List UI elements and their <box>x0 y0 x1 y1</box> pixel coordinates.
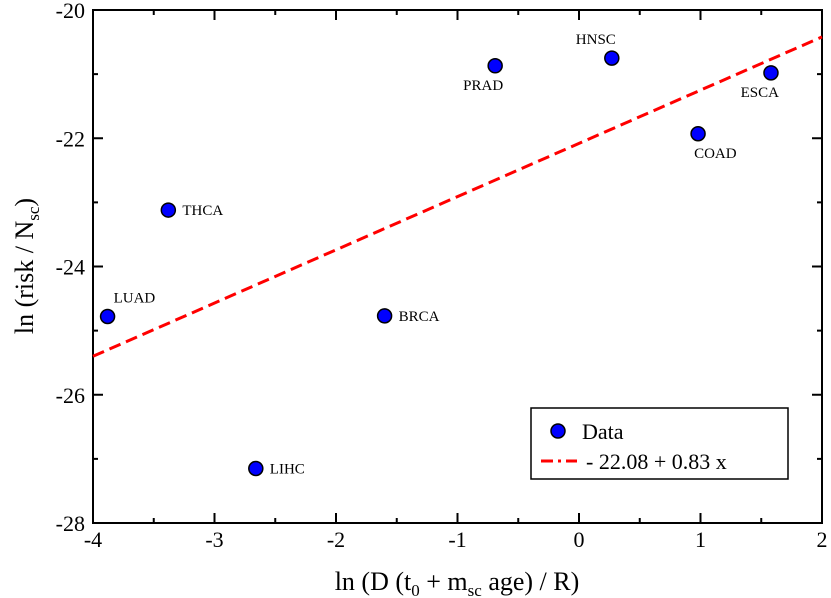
data-point-luad <box>99 308 116 325</box>
data-point-esca <box>763 65 779 81</box>
x-title-sub-2: sc <box>468 581 483 598</box>
x-tick-label: -4 <box>84 527 102 552</box>
x-tick-label: 0 <box>574 527 585 552</box>
data-point-coad <box>690 126 706 142</box>
point-label-prad: PRAD <box>463 78 503 94</box>
fit-line-group <box>92 35 823 358</box>
data-points: LUAD THCA LIHC BRCA PRAD HNSC COAD ESCA <box>99 32 780 477</box>
x-tick-label: -1 <box>448 527 466 552</box>
point-label-luad: LUAD <box>114 291 156 307</box>
y-title-part-1: ln (risk / N <box>10 221 39 335</box>
y-tick-label: -22 <box>56 126 85 151</box>
x-title-sub-1: 0 <box>411 581 420 598</box>
data-point-prad <box>487 58 503 74</box>
legend-box <box>530 407 789 480</box>
point-label-esca: ESCA <box>741 85 780 101</box>
x-tick-label: -2 <box>327 527 345 552</box>
x-title-part-3: age) / R) <box>482 567 579 596</box>
x-tick-label: -3 <box>205 527 223 552</box>
y-tick-label: -20 <box>56 0 85 23</box>
legend: Data - 22.08 + 0.83 x <box>530 407 789 480</box>
legend-data-marker <box>550 423 566 439</box>
x-tick-label: 1 <box>695 527 706 552</box>
y-tick-label: -28 <box>56 511 85 536</box>
axis-ticks: -4 -3 -2 -1 0 1 2 -28 -26 -24 -22 -20 <box>56 0 828 552</box>
y-tick-label: -26 <box>56 383 85 408</box>
point-label-lihc: LIHC <box>270 461 305 477</box>
data-point-brca <box>376 308 393 324</box>
x-axis-title: ln (D (t0 + msc age) / R) <box>335 567 580 598</box>
fit-line <box>92 35 823 358</box>
point-label-hnsc: HNSC <box>576 32 616 48</box>
point-label-brca: BRCA <box>399 309 440 325</box>
x-title-part-1: ln (D (t <box>335 567 412 596</box>
data-point-lihc <box>248 460 264 477</box>
legend-fit-label: - 22.08 + 0.83 x <box>586 449 727 474</box>
legend-data-label: Data <box>582 419 624 444</box>
y-title-part-2: ) <box>10 198 39 207</box>
data-point-hnsc <box>604 50 620 66</box>
y-title-sub: sc <box>24 206 43 221</box>
y-tick-label: -24 <box>56 255 85 280</box>
point-label-coad: COAD <box>694 146 737 162</box>
x-title-part-2: + m <box>420 567 468 596</box>
y-axis-title: ln (risk / Nsc) <box>10 198 43 334</box>
data-point-thca <box>160 202 177 218</box>
point-label-thca: THCA <box>182 203 223 219</box>
x-tick-label: 2 <box>817 527 828 552</box>
